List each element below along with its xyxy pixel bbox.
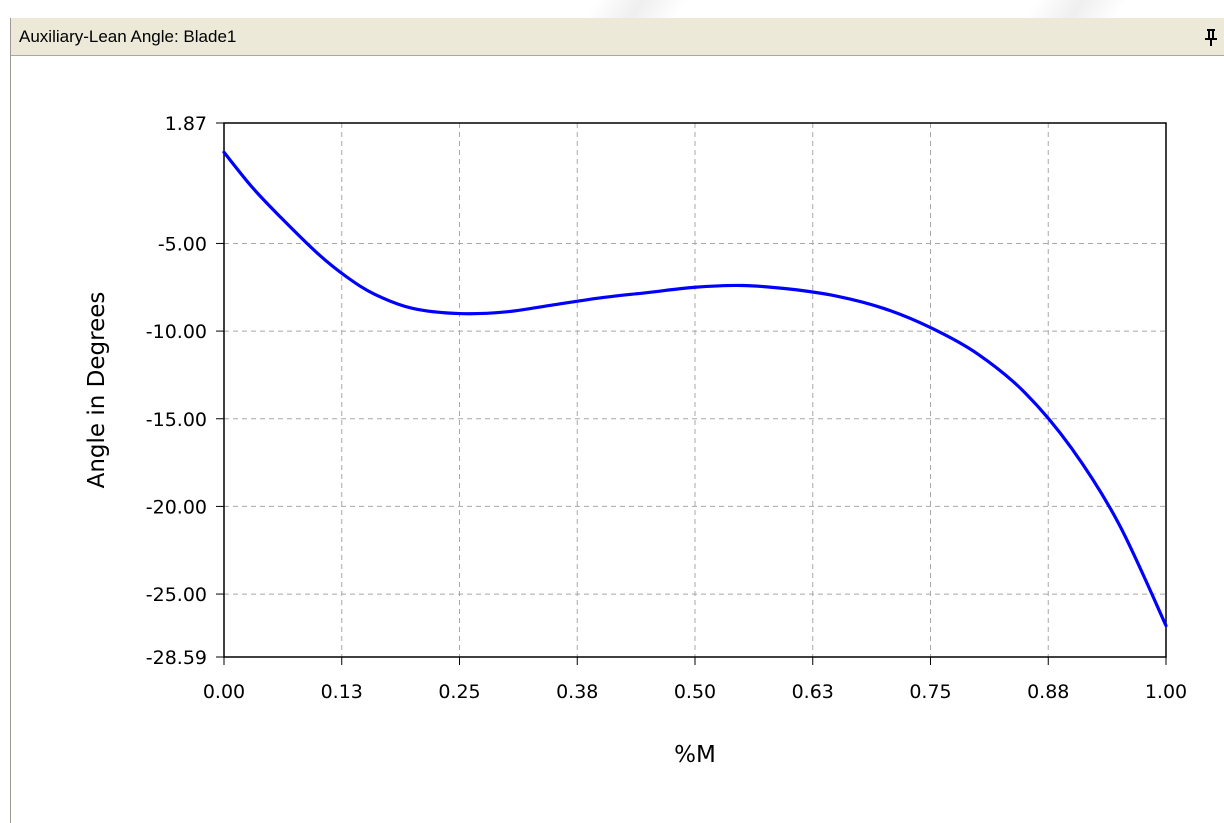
x-axis-label: %M <box>674 742 716 768</box>
x-tick-label: 0.50 <box>674 681 716 703</box>
y-tick-label: -10.00 <box>146 321 207 343</box>
x-tick-label: 1.00 <box>1145 681 1187 703</box>
x-tick-label: 0.63 <box>792 681 834 703</box>
x-tick-label: 0.13 <box>321 681 363 703</box>
y-tick-label: -25.00 <box>146 584 207 606</box>
panel-title: Auxiliary-Lean Angle: Blade1 <box>19 27 237 46</box>
panel-title-bar: Auxiliary-Lean Angle: Blade1 <box>11 18 1224 56</box>
chart-panel: Auxiliary-Lean Angle: Blade1 <box>10 18 1224 823</box>
y-axis-label: Angle in Degrees <box>84 292 110 489</box>
pin-icon[interactable] <box>1201 26 1221 48</box>
x-tick-label: 0.88 <box>1027 681 1069 703</box>
y-tick-label: 1.87 <box>165 113 207 135</box>
series-line-0 <box>222 150 1168 628</box>
x-tick-label: 0.38 <box>556 681 598 703</box>
y-tick-label: -15.00 <box>146 409 207 431</box>
y-tick-label: -20.00 <box>146 496 207 518</box>
x-tick-label: 0.00 <box>203 681 245 703</box>
y-tick-label: -28.59 <box>146 647 207 669</box>
y-tick-label: -5.00 <box>158 233 207 255</box>
x-tick-label: 0.25 <box>438 681 480 703</box>
x-tick-label: 0.75 <box>909 681 951 703</box>
